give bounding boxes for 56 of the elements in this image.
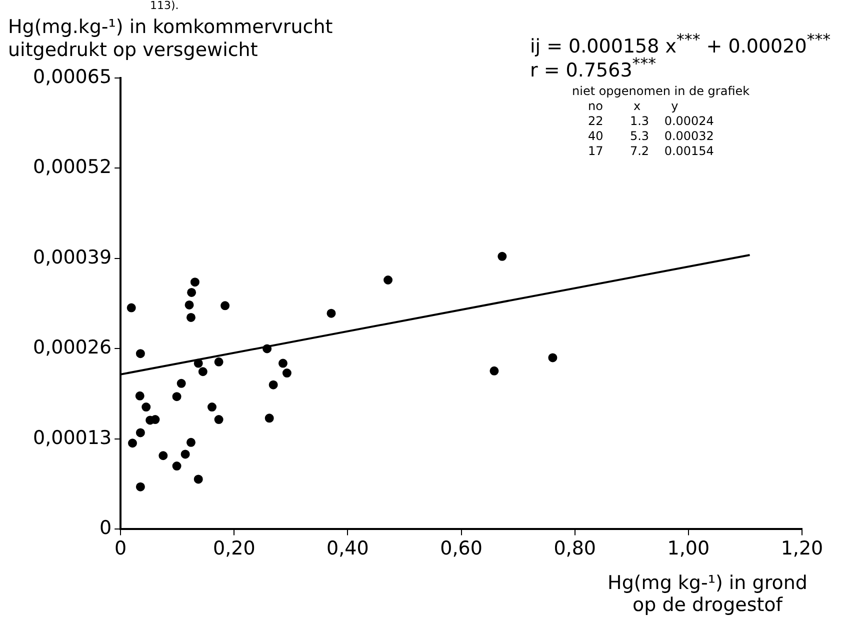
y-tick-label: 0,00039 [32,246,112,268]
point [498,252,507,261]
point [282,368,292,378]
point [142,402,151,412]
x-tick-label: 1,00 [667,538,710,560]
point [180,450,190,459]
text: 113). [150,0,179,12]
point [172,392,182,402]
point [136,482,145,492]
point [220,301,230,310]
text: ij = 0.000158 x$^{***}$ + 0.00020$^{***}$ [530,30,831,58]
point [187,288,196,297]
point [268,380,278,390]
point [278,358,288,368]
annotation: no x y [588,99,678,113]
point [135,391,144,400]
x-tick-label: 0,40 [326,538,369,560]
point [548,353,558,362]
point [490,366,499,376]
point [186,438,196,447]
annotation: 22 1.3 0.00024 [588,114,714,128]
x-tick-label: 0,20 [212,538,256,560]
point [214,415,224,424]
point [194,474,203,484]
point [194,358,203,368]
point [176,378,186,388]
point [264,414,274,423]
point [326,308,336,318]
point [172,462,182,471]
point [214,357,224,366]
point [136,428,145,438]
point [158,451,168,460]
x-axis-title: Hg(mg kg-¹) in grond op de drogestof [606,572,808,616]
annotation: niet opgenomen in de grafiek [572,84,750,98]
x-tick-label: 1,20 [780,538,824,560]
y-axis-title: Hg(mg.kg-¹) in komkommervrucht uitgedrukt op versgewicht [8,16,334,62]
x-tick-label: 0,80 [554,538,596,560]
point [198,367,208,376]
y-tick-label: 0,00013 [32,426,112,449]
point [126,303,136,312]
point [186,312,196,322]
y-tick-label: 0 [99,517,112,540]
annotation: 40 5.3 0.00032 [588,129,714,143]
point [262,344,272,354]
x-tick-label: 0 [114,538,127,560]
y-tick-label: 0,00052 [32,156,112,178]
point [190,278,200,287]
y-tick-label: 0,00065 [32,66,112,88]
point [384,276,393,284]
point [136,349,145,358]
x-tick-label: 0,60 [440,538,482,560]
annotation: 17 7.2 0.00154 [588,144,714,158]
point [128,438,137,448]
point [184,300,194,310]
y-tick-label: 0,00026 [32,336,112,359]
point [207,402,216,412]
